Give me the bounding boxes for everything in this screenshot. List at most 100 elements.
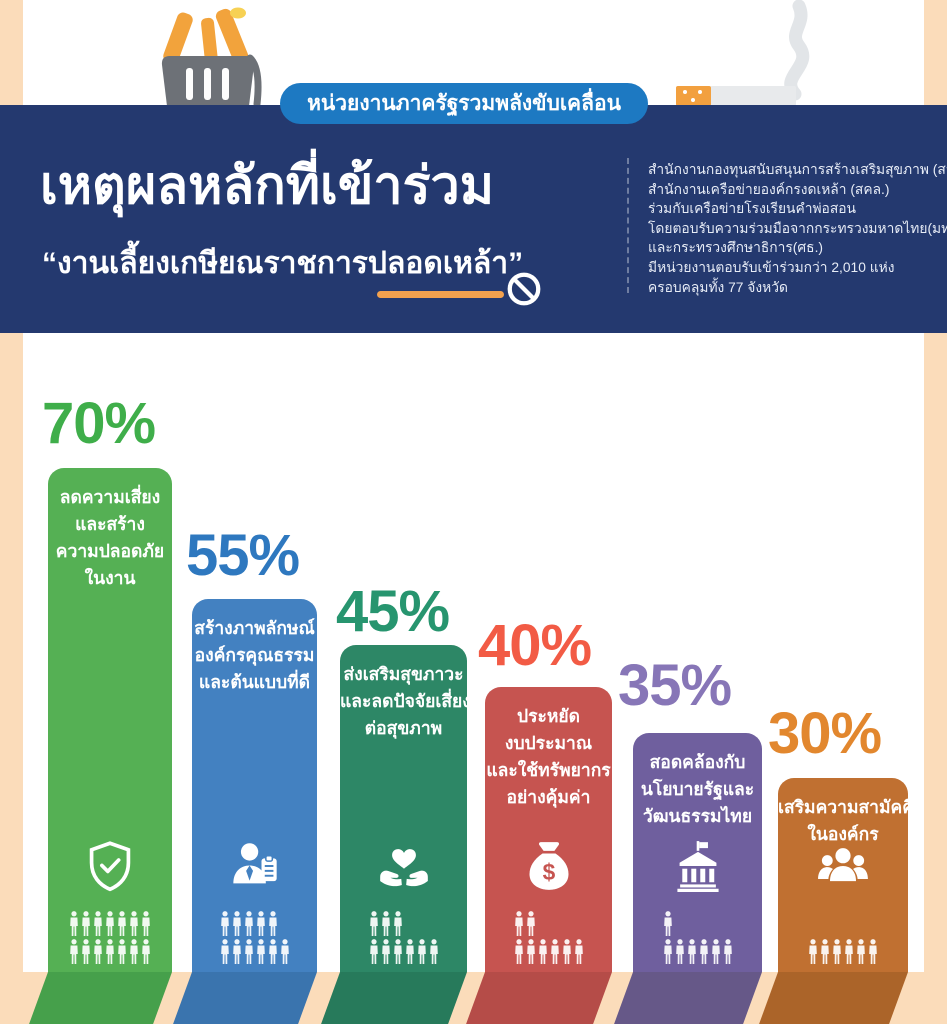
bar-ribbon — [466, 972, 612, 1024]
person-icon — [417, 939, 426, 964]
person-icon — [538, 939, 547, 964]
person-icon — [393, 911, 402, 936]
person-icon — [514, 939, 523, 964]
person-icon — [244, 939, 253, 964]
person-icon — [869, 939, 877, 964]
person-icon — [268, 939, 277, 964]
bar-percent-label: 70% — [42, 391, 156, 456]
person-icon — [232, 939, 241, 964]
person-icon — [369, 911, 378, 936]
person-icon — [142, 939, 150, 964]
person-icon — [723, 939, 732, 964]
person-icon — [232, 911, 241, 936]
people-row — [514, 911, 536, 937]
bar-label: ประหยัด งบประมาณ และใช้ทรัพยากร อย่างคุ้มค… — [486, 706, 611, 807]
person-icon — [220, 939, 229, 964]
person-icon — [280, 939, 289, 964]
bar-policy-culture: สอดคล้องกับ นโยบายรัฐและ วัฒนธรรมไทย — [633, 733, 762, 972]
person-icon — [82, 939, 90, 964]
bar-label: สอดคล้องกับ นโยบายรัฐและ วัฒนธรรมไทย — [640, 752, 755, 826]
bar-ribbon — [29, 972, 172, 1024]
person-icon — [675, 939, 684, 964]
no-alcohol-icon — [507, 272, 541, 306]
bar-image-organization: สร้างภาพลักษณ์ องค์กรคุณธรรม และต้นแบบที่ด… — [192, 599, 317, 972]
person-icon — [118, 939, 126, 964]
person-icon — [711, 939, 720, 964]
person-icon — [142, 911, 150, 936]
cigarette-with-smoke-icon — [676, 0, 810, 106]
info-line: สำนักงานกองทุนสนับสนุนการสร้างเสริมสุขภา… — [648, 162, 947, 177]
person-icon — [70, 939, 78, 964]
people-pictogram — [69, 911, 151, 965]
header-info-block: สำนักงานกองทุนสนับสนุนการสร้างเสริมสุขภา… — [648, 160, 947, 297]
person-icon — [70, 911, 78, 936]
bar-risk-safety: ลดความเสี่ยง และสร้าง ความปลอดภัย ในงาน — [48, 468, 172, 972]
bar-ribbon — [321, 972, 467, 1024]
person-icon — [699, 939, 708, 964]
page-subtitle: “งานเลี้ยงเกษียณราชการปลอดเหล้า” — [42, 247, 524, 280]
shield-check-icon — [84, 840, 136, 892]
person-icon — [94, 939, 102, 964]
people-row — [220, 911, 278, 937]
bar-label: ส่งเสริมสุขภาวะ และลดปัจจัยเสี่ยง ต่อสุขภา… — [340, 664, 471, 738]
person-icon — [809, 939, 817, 964]
people-pictogram — [663, 911, 733, 965]
people-row — [808, 939, 878, 965]
bar-unity: เสริมความสามัคคี ในองค์กร — [778, 778, 914, 972]
info-line: ครอบคลุมทั้ง 77 จังหวัด — [648, 279, 788, 295]
person-icon — [82, 911, 90, 936]
bar-percent-label: 35% — [618, 653, 732, 718]
people-pictogram — [220, 911, 290, 965]
person-icon — [562, 939, 571, 964]
bar-ribbon — [614, 972, 762, 1024]
money-bag-icon: $ — [523, 840, 575, 892]
people-row — [220, 939, 290, 965]
person-icon — [821, 939, 829, 964]
person-icon — [687, 939, 696, 964]
info-line: มีหน่วยงานตอบรับเข้าร่วมกว่า 2,010 แห่ง — [648, 259, 895, 275]
bar-label: ลดความเสี่ยง และสร้าง ความปลอดภัย ในงาน — [55, 487, 165, 588]
people-row — [69, 911, 151, 937]
people-group-icon — [817, 840, 869, 892]
person-icon — [256, 939, 265, 964]
bar-label: เสริมความสามัคคี ในองค์กร — [778, 797, 914, 844]
info-line: ร่วมกับเครือข่ายโรงเรียนคำพ่อสอน — [648, 201, 856, 217]
government-building-icon — [672, 840, 724, 892]
people-row — [514, 939, 584, 965]
person-icon — [526, 911, 535, 936]
people-row — [69, 939, 151, 965]
bar-percent-label: 30% — [768, 701, 882, 766]
hands-holding-heart-icon — [378, 840, 430, 892]
bar-budget-saving: ประหยัด งบประมาณ และใช้ทรัพยากร อย่างคุ้มค… — [485, 687, 612, 972]
info-line: และกระทรวงศึกษาธิการ(ศธ.) — [648, 240, 824, 256]
person-icon — [405, 939, 414, 964]
person-icon — [268, 911, 277, 936]
person-icon — [663, 911, 672, 936]
bar-ribbon — [173, 972, 317, 1024]
person-icon — [429, 939, 438, 964]
info-line: สำนักงานเครือข่ายองค์กรงดเหล้า (สคล.) — [648, 181, 890, 197]
bar-health-promotion: ส่งเสริมสุขภาวะ และลดปัจจัยเสี่ยง ต่อสุขภา… — [340, 645, 471, 972]
bar-percent-label: 40% — [478, 613, 592, 678]
person-icon — [130, 939, 138, 964]
person-icon — [381, 911, 390, 936]
person-icon — [369, 939, 378, 964]
person-clipboard-icon — [229, 840, 281, 892]
person-icon — [220, 911, 229, 936]
subtitle-underline — [377, 291, 504, 298]
person-icon — [550, 939, 559, 964]
person-icon — [845, 939, 853, 964]
person-icon — [393, 939, 402, 964]
person-icon — [833, 939, 841, 964]
bar-ribbon — [759, 972, 908, 1024]
people-row — [663, 939, 733, 965]
person-icon — [574, 939, 583, 964]
person-icon — [106, 911, 114, 936]
header-badge: หน่วยงานภาครัฐรวมพลังขับเคลื่อน — [280, 83, 648, 124]
person-icon — [381, 939, 390, 964]
page-title: เหตุผลหลักที่เข้าร่วม — [40, 157, 494, 215]
people-row — [369, 911, 403, 937]
header-dashed-divider — [627, 158, 629, 293]
svg-text:$: $ — [542, 859, 555, 885]
